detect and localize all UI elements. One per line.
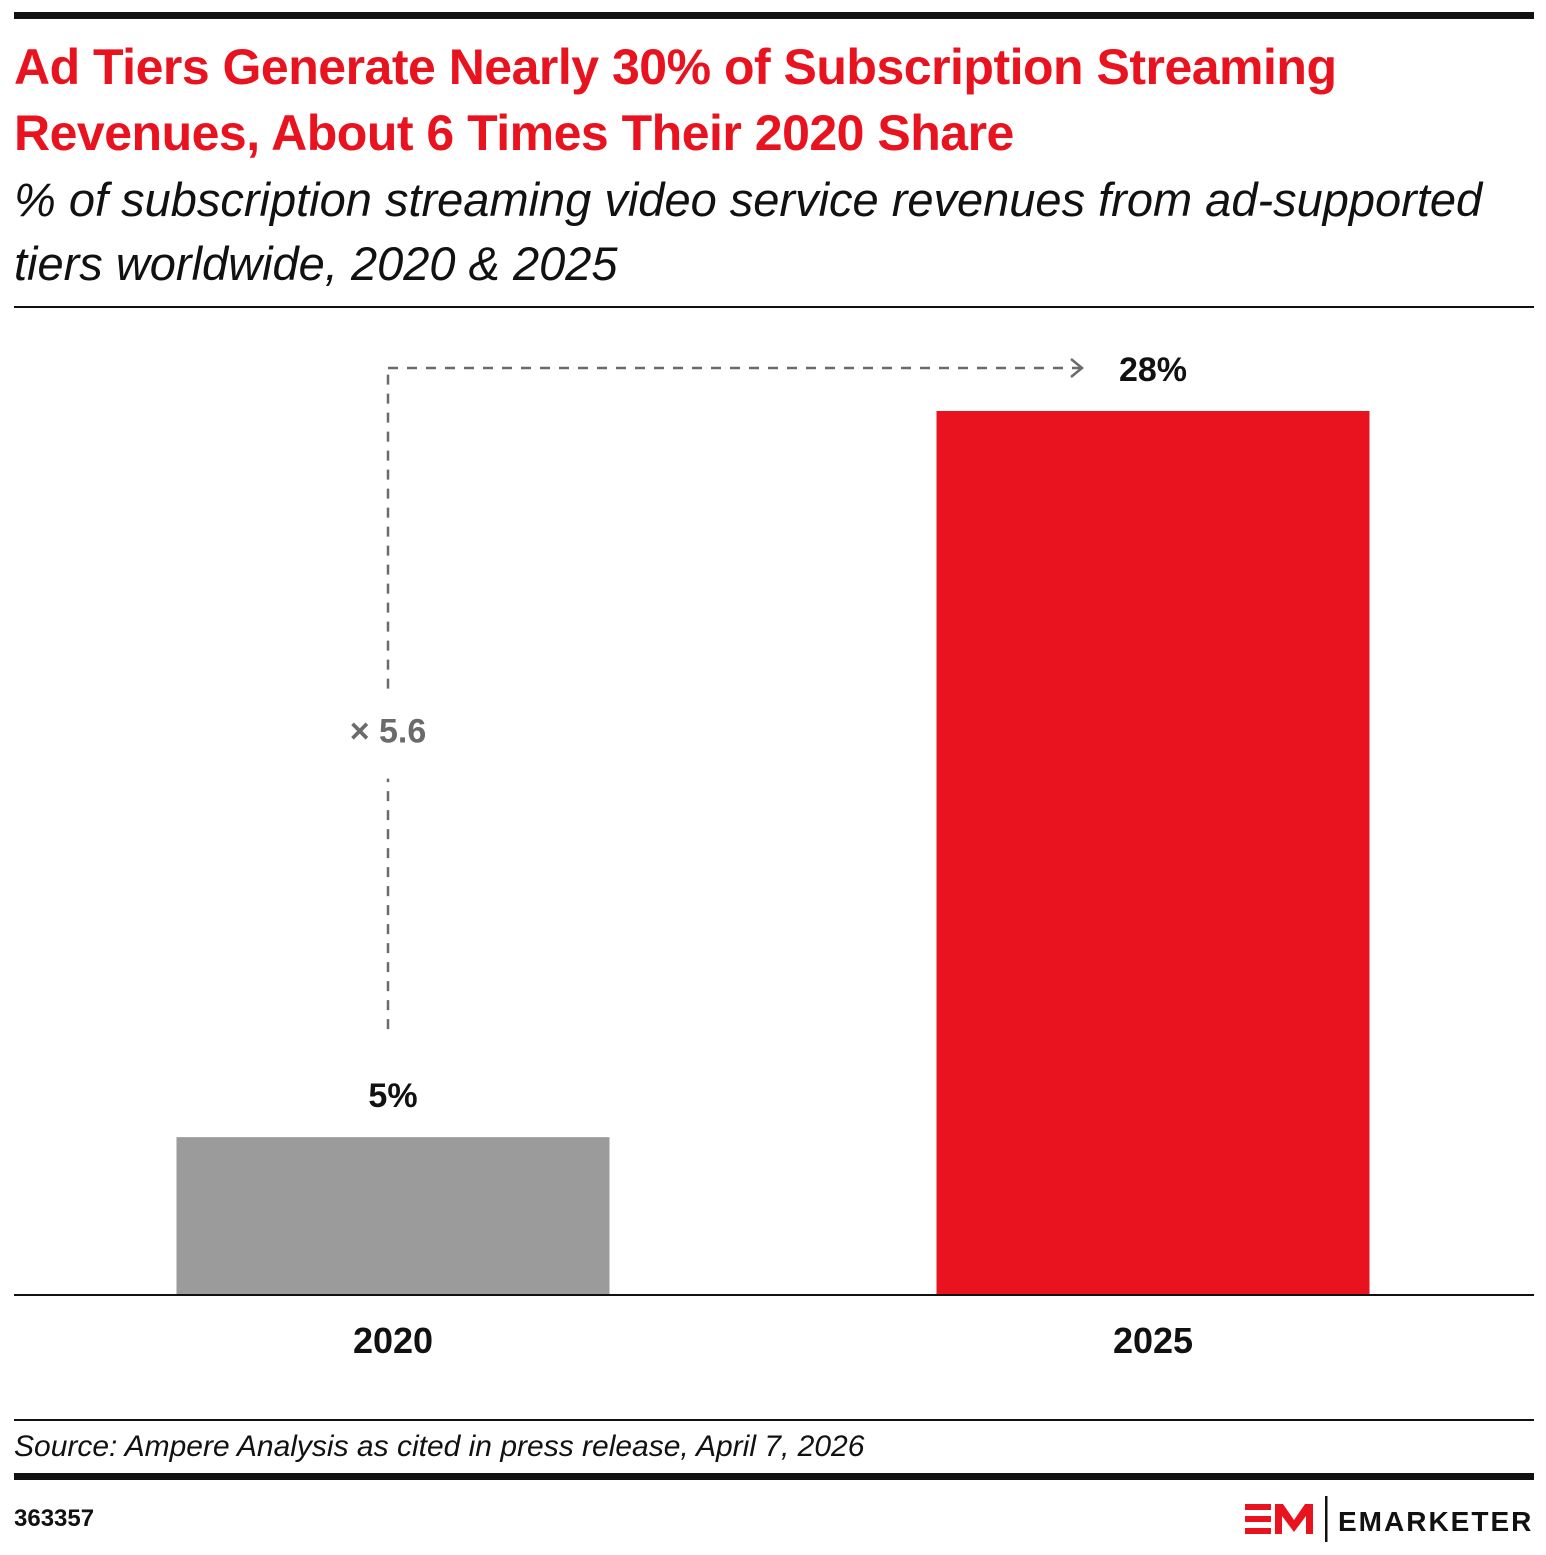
value-label-2020: 5%	[368, 1077, 417, 1115]
emarketer-logo-icon	[1245, 1504, 1313, 1534]
value-labels: 5% 28%	[368, 351, 1187, 1115]
x-tick-2025: 2025	[1113, 1320, 1193, 1361]
bar-chart: × 5.6 5% 28% 2020 2025	[14, 351, 1534, 1361]
chart-id: 363357	[14, 1505, 95, 1532]
footer-rule	[14, 1473, 1534, 1480]
source-note: Source: Ampere Analysis as cited in pres…	[14, 1430, 865, 1463]
arrow-head-icon	[1070, 358, 1084, 378]
header-rule	[14, 306, 1534, 308]
x-tick-labels: 2020 2025	[353, 1320, 1193, 1361]
value-label-2025: 28%	[1119, 351, 1187, 389]
growth-multiplier-label: × 5.6	[350, 713, 427, 751]
chart-title: Ad Tiers Generate Nearly 30% of Subscrip…	[14, 39, 1337, 161]
chart-subtitle: % of subscription streaming video servic…	[14, 173, 1483, 290]
brand-wordmark: EMARKETER	[1338, 1506, 1533, 1537]
source-rule	[14, 1419, 1534, 1421]
growth-annotation: × 5.6	[350, 358, 1084, 1030]
logo-divider	[1325, 1496, 1328, 1542]
x-tick-2020: 2020	[353, 1320, 433, 1361]
bar-2020	[176, 1137, 610, 1295]
bars	[176, 411, 1370, 1295]
emarketer-logo[interactable]: EMARKETER	[1245, 1494, 1535, 1544]
bar-2025	[936, 411, 1370, 1295]
top-rule	[14, 12, 1534, 19]
